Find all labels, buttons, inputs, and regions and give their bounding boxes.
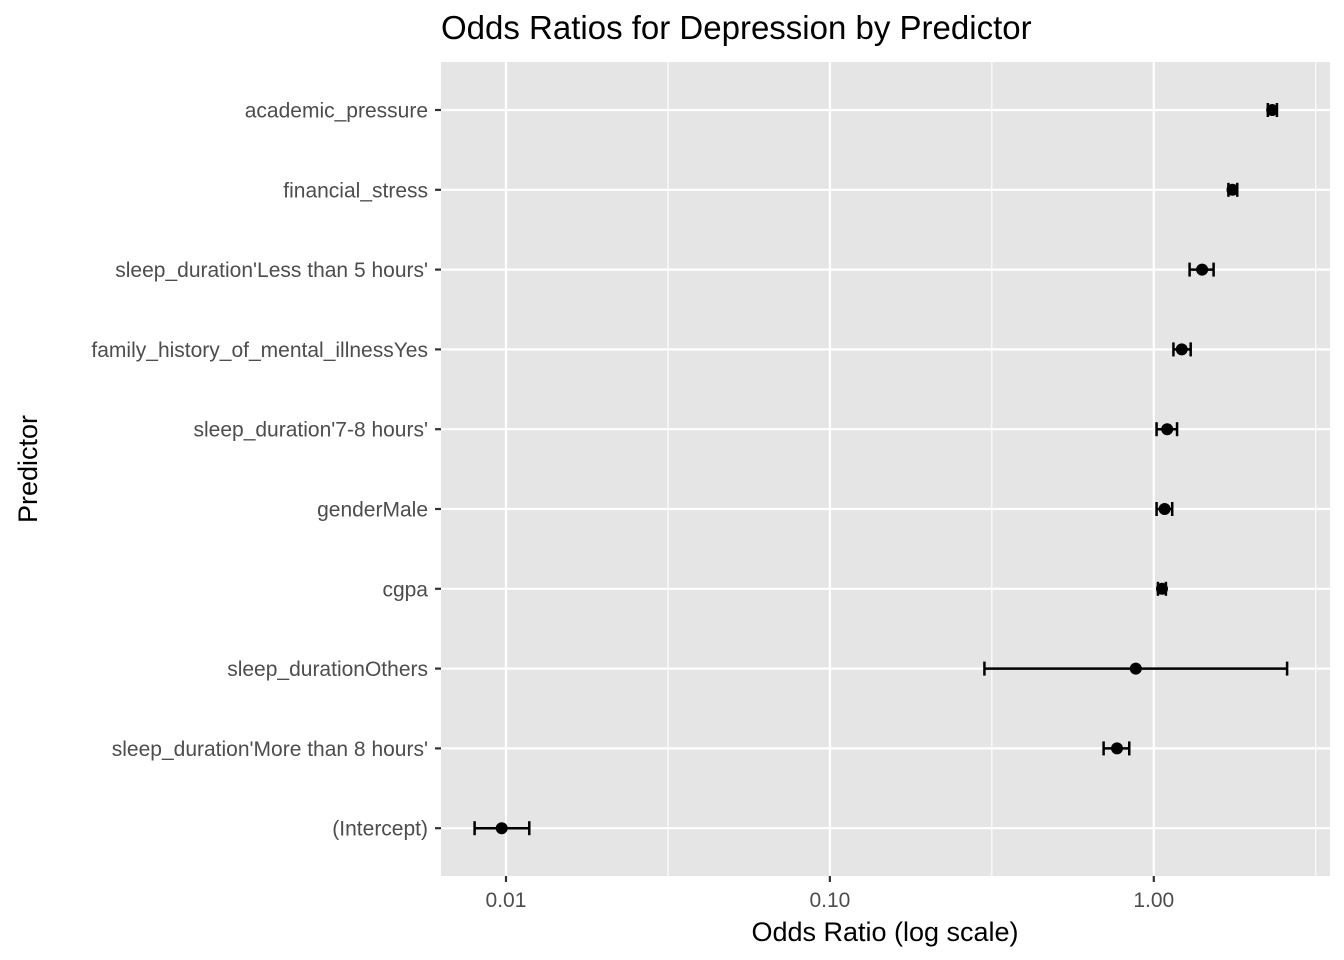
estimate-point bbox=[1226, 183, 1239, 196]
y-tick-label: (Intercept) bbox=[332, 818, 428, 841]
plot-panel bbox=[441, 62, 1330, 876]
estimate-point bbox=[1158, 503, 1171, 515]
x-axis: 0.01 0.10 1.00 bbox=[486, 876, 1174, 912]
y-axis-title: Predictor bbox=[13, 415, 43, 523]
x-tick-label: 0.01 bbox=[486, 889, 527, 912]
estimate-point bbox=[1155, 582, 1168, 595]
estimate-points bbox=[495, 104, 1279, 835]
estimate-point bbox=[1175, 343, 1188, 356]
y-tick-label: sleep_duration'Less than 5 hours' bbox=[115, 259, 428, 282]
y-tick-label: sleep_durationOthers bbox=[227, 658, 428, 681]
estimate-point bbox=[1161, 423, 1174, 436]
y-axis: academic_pressure financial_stress sleep_d… bbox=[91, 100, 441, 841]
y-tick-label: cgpa bbox=[382, 578, 428, 601]
x-tick-label: 0.10 bbox=[809, 889, 850, 912]
estimate-point bbox=[1196, 263, 1209, 276]
estimate-point bbox=[495, 822, 508, 835]
estimate-point bbox=[1111, 742, 1124, 755]
x-tick-label: 1.00 bbox=[1133, 889, 1174, 912]
y-tick-label: academic_pressure bbox=[245, 100, 428, 123]
y-tick-label: sleep_duration'More than 8 hours' bbox=[112, 738, 428, 761]
y-tick-label: financial_stress bbox=[283, 179, 428, 202]
minor-gridlines bbox=[667, 62, 1317, 876]
x-axis-title: Odds Ratio (log scale) bbox=[751, 917, 1018, 947]
y-tick-label: genderMale bbox=[317, 499, 428, 522]
y-tick-label: sleep_duration'7-8 hours' bbox=[193, 419, 428, 442]
estimate-point bbox=[1129, 662, 1142, 675]
y-tick-label: family_history_of_mental_illnessYes bbox=[91, 339, 428, 362]
estimate-point bbox=[1266, 104, 1279, 116]
chart-title: Odds Ratios for Depression by Predictor bbox=[441, 9, 1032, 46]
